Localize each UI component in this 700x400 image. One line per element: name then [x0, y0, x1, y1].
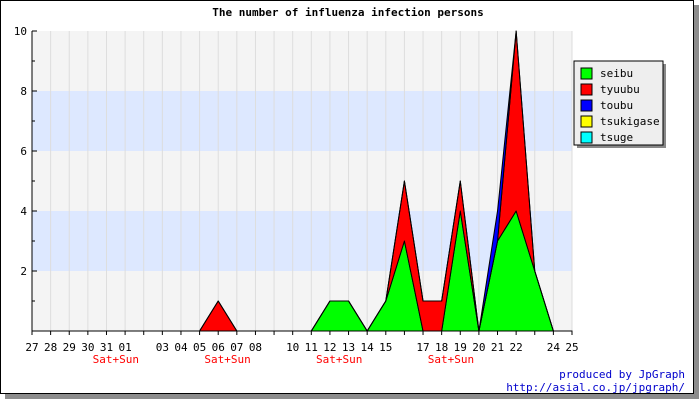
- credit-produced-by: produced by JpGraph: [559, 368, 685, 381]
- x-tick-label: 07: [230, 341, 243, 354]
- x-tick-label: 15: [379, 341, 392, 354]
- chart-frame: The number of influenza infection person…: [0, 0, 694, 394]
- legend-label-tyuubu: tyuubu: [600, 83, 640, 96]
- x-tick-label: 24: [547, 341, 561, 354]
- weekend-label: Sat+Sun: [204, 353, 250, 366]
- x-tick-label: 31: [100, 341, 113, 354]
- x-tick-label: 25: [565, 341, 578, 354]
- x-tick-label: 12: [323, 341, 336, 354]
- x-tick-label: 10: [286, 341, 299, 354]
- x-tick-label: 05: [193, 341, 206, 354]
- x-tick-label: 06: [212, 341, 225, 354]
- legend-swatch-tyuubu: [580, 83, 593, 96]
- legend-label-seibu: seibu: [600, 67, 633, 80]
- weekend-label: Sat+Sun: [316, 353, 362, 366]
- x-tick-label: 08: [249, 341, 262, 354]
- x-tick-label: 21: [491, 341, 504, 354]
- x-tick-label: 01: [118, 341, 131, 354]
- legend-label-toubu: toubu: [600, 99, 633, 112]
- x-tick-label: 18: [435, 341, 448, 354]
- plot-band: [32, 91, 572, 151]
- y-tick-label: 10: [14, 25, 27, 38]
- x-tick-label: 30: [81, 341, 94, 354]
- x-tick-label: 20: [472, 341, 485, 354]
- credit-url: http://asial.co.jp/jpgraph/: [506, 381, 685, 394]
- x-tick-label: 19: [454, 341, 467, 354]
- y-tick-label: 2: [20, 265, 27, 278]
- x-tick-label: 28: [44, 341, 57, 354]
- legend-swatch-tsuge: [580, 131, 593, 144]
- legend-label-tsukigase: tsukigase: [600, 115, 660, 128]
- x-tick-label: 29: [63, 341, 76, 354]
- plot-band: [32, 151, 572, 211]
- x-tick-label: 22: [510, 341, 523, 354]
- legend-label-tsuge: tsuge: [600, 131, 633, 144]
- y-tick-label: 8: [20, 85, 27, 98]
- legend-swatch-toubu: [580, 99, 593, 112]
- y-tick-label: 4: [20, 205, 27, 218]
- plot-band: [32, 31, 572, 91]
- legend-swatch-seibu: [580, 67, 593, 80]
- legend-swatch-tsukigase: [580, 115, 593, 128]
- y-tick-label: 6: [20, 145, 27, 158]
- x-tick-label: 17: [416, 341, 429, 354]
- x-tick-label: 13: [342, 341, 355, 354]
- x-tick-label: 11: [305, 341, 318, 354]
- weekend-label: Sat+Sun: [428, 353, 474, 366]
- x-tick-label: 03: [156, 341, 169, 354]
- plot-band: [32, 211, 572, 271]
- chart-title: The number of influenza infection person…: [212, 6, 484, 19]
- x-tick-label: 04: [174, 341, 188, 354]
- x-tick-label: 27: [25, 341, 38, 354]
- x-tick-label: 14: [361, 341, 375, 354]
- weekend-label: Sat+Sun: [93, 353, 139, 366]
